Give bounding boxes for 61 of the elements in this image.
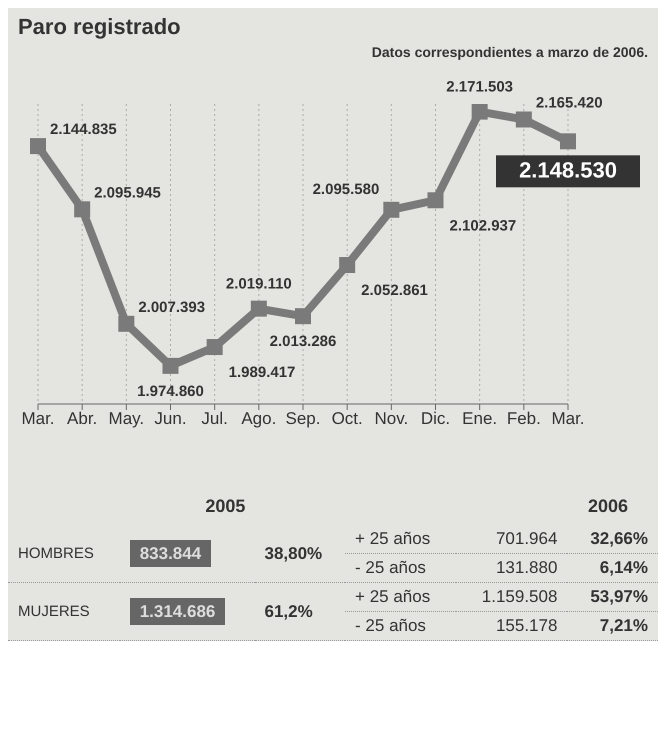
x-tick-label: Jul. xyxy=(201,409,228,428)
text: 2005 xyxy=(204,496,246,517)
data-label: 2.171.503 xyxy=(446,78,514,96)
point xyxy=(383,202,400,218)
text: MUJERES xyxy=(8,582,120,640)
x-tick-label: Dic. xyxy=(420,409,450,428)
x-tick-label: Jun. xyxy=(154,409,187,428)
text: 2006 xyxy=(586,496,629,517)
data-label: 2.013.286 xyxy=(270,333,336,350)
text: + 25 años xyxy=(345,525,456,554)
text: 6,14% xyxy=(567,554,658,582)
text: - 25 años xyxy=(345,612,456,640)
text: 53,97% xyxy=(567,582,658,612)
data-label: 2.144.835 xyxy=(50,121,117,138)
data-label: 2.165.420 xyxy=(536,94,603,112)
text: 701.964 xyxy=(456,525,568,554)
point xyxy=(339,257,356,274)
point xyxy=(516,111,532,128)
chart-title: Paro registrado xyxy=(17,13,182,40)
x-tick-label: Mar. xyxy=(21,409,55,428)
text: - 25 años xyxy=(345,554,456,582)
point xyxy=(472,104,488,120)
text: 1.159.508 xyxy=(456,582,568,612)
data-label: 2.095.945 xyxy=(94,184,161,202)
text: 7,21% xyxy=(567,612,658,640)
x-tick-label: Ago. xyxy=(241,409,276,428)
data-label: 2.095.580 xyxy=(312,180,380,198)
chart-subtitle: Datos correspondientes a marzo de 2006. xyxy=(370,43,649,62)
text: 833.844 xyxy=(130,540,212,566)
x-tick-label: Sep. xyxy=(286,409,320,428)
text: 1.314.686 xyxy=(130,598,226,624)
x-tick-label: Ene. xyxy=(462,409,498,428)
x-tick-label: May. xyxy=(108,409,144,428)
text: + 25 años xyxy=(345,582,456,612)
point xyxy=(560,133,576,150)
point xyxy=(250,300,267,317)
data-label: 1.974.860 xyxy=(137,382,204,400)
data-label: 2.102.937 xyxy=(450,217,516,234)
point xyxy=(428,192,444,208)
text: 32,66% xyxy=(567,525,658,554)
point xyxy=(295,308,311,324)
data-label: 2.019.110 xyxy=(226,276,292,293)
data-label: 2.052.861 xyxy=(361,282,428,300)
data-label: 1.989.417 xyxy=(228,364,296,382)
text: HOMBRES xyxy=(8,525,120,582)
point xyxy=(30,138,46,154)
x-tick-label: Nov. xyxy=(374,409,408,428)
x-tick-label: Mar. xyxy=(551,409,585,428)
text: 131.880 xyxy=(456,554,568,582)
text: 38,80% xyxy=(254,525,346,582)
x-tick-label: Oct. xyxy=(332,409,363,428)
x-tick-label: Feb. xyxy=(506,409,541,428)
point xyxy=(74,201,90,218)
data-label: 2.007.393 xyxy=(138,298,206,316)
point xyxy=(162,358,178,374)
point xyxy=(118,316,134,332)
x-tick-label: Abr. xyxy=(67,409,98,428)
point xyxy=(206,339,223,356)
text: 155.178 xyxy=(456,612,568,640)
text: 61,2% xyxy=(254,582,346,640)
data-label: 2.148.530 xyxy=(519,157,617,182)
